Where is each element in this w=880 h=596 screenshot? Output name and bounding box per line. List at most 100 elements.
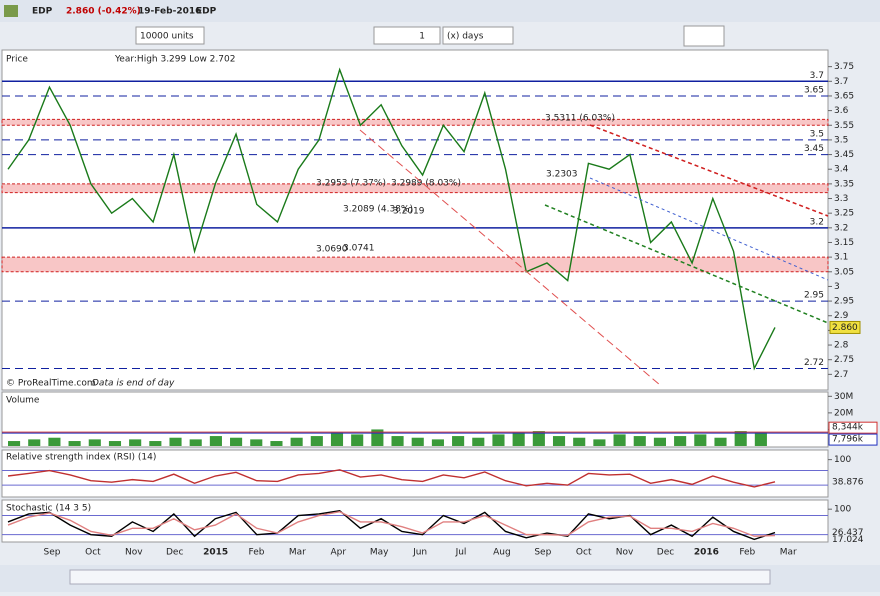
y-tick-label: 3 xyxy=(834,282,840,292)
y-tick-label: 3.45 xyxy=(834,150,854,160)
value-label: 38.876 xyxy=(832,477,864,487)
volume-bar xyxy=(230,437,243,446)
quote: 2.860 (-0.42%) xyxy=(66,7,141,17)
y-tick-label: 3.65 xyxy=(834,91,854,101)
y-tick-label: 100 xyxy=(834,455,851,465)
y-tick-label: 2.7 xyxy=(834,370,848,380)
volume-bar xyxy=(108,441,122,446)
volume-bar xyxy=(714,437,727,446)
volume-bar xyxy=(68,441,81,446)
value-box xyxy=(828,421,878,434)
y-tick-label: 3.2 xyxy=(834,223,848,233)
x-tick-label: 2015 xyxy=(203,548,228,558)
x-tick-label: Dec xyxy=(166,548,183,558)
volume-bar xyxy=(330,432,344,446)
x-tick-label: Apr xyxy=(331,548,347,558)
last-price: 2.860 xyxy=(832,323,858,333)
value-label: 8,344k xyxy=(832,423,864,433)
chart-type-button[interactable] xyxy=(683,25,725,47)
x-tick-label: May xyxy=(370,548,389,558)
volume-bar xyxy=(472,437,485,446)
x-tick-label: Dec xyxy=(657,548,674,558)
y-tick-label: 2.95 xyxy=(834,297,854,307)
volume-bar xyxy=(593,439,606,446)
annotation: 3.2953 (7.37%) xyxy=(316,179,386,189)
volume-bar xyxy=(88,439,101,446)
volume-bar xyxy=(492,434,505,446)
x-tick-label: Sep xyxy=(534,548,551,558)
volume-bar xyxy=(694,434,707,446)
zone xyxy=(1,183,829,194)
y-tick-label: 2.75 xyxy=(834,355,854,365)
x-tick-label: Feb xyxy=(249,548,265,558)
annotation: 3.0741 xyxy=(343,244,375,254)
rsi-panel xyxy=(1,449,829,498)
panel-title: Price xyxy=(6,55,28,65)
series-line xyxy=(7,469,776,488)
x-tick-label: 2016 xyxy=(694,548,719,558)
series-line xyxy=(7,67,776,371)
y-tick-label: 3.4 xyxy=(834,165,849,175)
last-price-box xyxy=(829,320,861,334)
x-tick-label: Jul xyxy=(455,548,467,558)
panel-title: Volume xyxy=(6,396,40,406)
period-select[interactable] xyxy=(442,26,514,45)
volume-bar xyxy=(149,441,162,446)
volume-bar xyxy=(653,437,667,446)
y-tick-label: 3.1 xyxy=(834,253,848,263)
level-label: 3.7 xyxy=(810,71,824,81)
top-toolbar xyxy=(0,0,880,22)
volume-bar xyxy=(411,437,424,446)
units: 10000 units xyxy=(140,32,194,42)
volume-bar xyxy=(552,436,566,446)
zone xyxy=(1,118,829,126)
footer: © ProRealTime.com xyxy=(6,379,96,389)
trendline xyxy=(589,177,829,281)
price-panel xyxy=(1,49,829,391)
y-tick-label: 100 xyxy=(834,505,851,515)
volume-bar xyxy=(674,436,687,446)
volume-bar xyxy=(532,431,545,446)
x-tick-label: Oct xyxy=(576,548,592,558)
volume-bar xyxy=(48,437,61,446)
y-tick-label: 3.6 xyxy=(834,106,849,116)
units-select[interactable] xyxy=(135,26,205,45)
volume-bar xyxy=(250,439,263,446)
panel-title: Stochastic (14 3 5) xyxy=(6,504,91,514)
volume-bar xyxy=(8,441,21,446)
volume-bar xyxy=(633,436,646,446)
scrollbar[interactable] xyxy=(69,569,771,585)
annotation: 3.2019 xyxy=(393,207,425,217)
x-tick-label: Nov xyxy=(125,548,143,558)
y-tick-label: 3.15 xyxy=(834,238,854,248)
annotation: 3.0690 xyxy=(316,245,348,255)
market: EDP xyxy=(196,7,217,17)
x-tick-label: Oct xyxy=(85,548,101,558)
y-tick-label: 3.5 xyxy=(834,135,848,145)
volume-bar xyxy=(734,431,747,446)
level-label: 2.95 xyxy=(804,291,824,301)
y-tick-label: 2.9 xyxy=(834,311,849,321)
stochastic-panel xyxy=(1,499,829,543)
trendline xyxy=(589,124,829,217)
value-label: 26.437 xyxy=(832,528,864,538)
trendline xyxy=(359,129,661,386)
price-subtitle: Year:High 3.299 Low 2.702 xyxy=(114,55,235,65)
volume-bar xyxy=(452,436,465,446)
symbol[interactable]: EDP xyxy=(32,7,53,17)
level-label: 3.45 xyxy=(804,144,824,154)
y-tick-label: 3.75 xyxy=(834,62,854,72)
x-tick-label: Jun xyxy=(412,548,427,558)
icon[interactable] xyxy=(4,5,18,17)
series-line xyxy=(7,510,776,537)
level-label: 3.2 xyxy=(810,217,824,227)
volume-bar xyxy=(512,432,525,446)
y-tick-label: 3.05 xyxy=(834,267,854,277)
period-input[interactable] xyxy=(373,26,441,45)
y-tick-label: 3.3 xyxy=(834,194,848,204)
volume-bar xyxy=(209,436,222,446)
x-tick-label: Nov xyxy=(616,548,634,558)
annotation: 3.2989 (8.03%) xyxy=(391,179,461,189)
level-label: 3.65 xyxy=(804,85,824,95)
